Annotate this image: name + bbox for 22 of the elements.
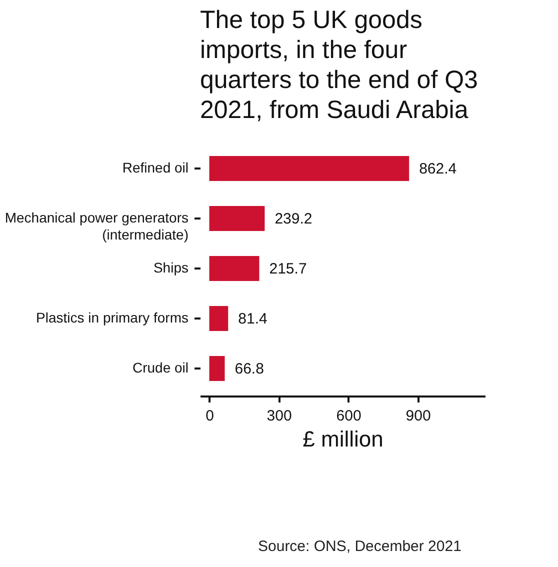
data-label: 215.7 xyxy=(269,260,307,278)
y-tick-label: Mechanical power generators (intermediate) xyxy=(4,210,188,242)
x-tick-label: 300 xyxy=(266,408,292,424)
bar xyxy=(209,256,260,281)
data-label: 862.4 xyxy=(419,160,457,178)
chart-title: The top 5 UK goods imports, in the four quarters to the end of Q3 2021, from Saudi Arabia xyxy=(200,6,478,124)
source-note: Source: ONS, December 2021 xyxy=(258,538,462,555)
data-label: 66.8 xyxy=(234,360,264,378)
bar xyxy=(209,356,225,381)
y-tick-label: Plastics in primary forms xyxy=(36,310,188,326)
x-tick-label: 0 xyxy=(206,408,214,424)
x-tick-label: 900 xyxy=(406,408,431,424)
data-label: 239.2 xyxy=(274,210,312,228)
y-tick-label: Ships xyxy=(153,260,188,276)
bar xyxy=(209,206,265,231)
y-tick-label: Crude oil xyxy=(132,360,188,376)
data-label: 81.4 xyxy=(238,310,268,328)
y-tick-label: Refined oil xyxy=(122,160,188,176)
x-axis-title: £ million xyxy=(302,426,384,452)
bar xyxy=(209,156,410,181)
bar xyxy=(209,306,228,331)
x-tick-label: 600 xyxy=(336,408,362,424)
